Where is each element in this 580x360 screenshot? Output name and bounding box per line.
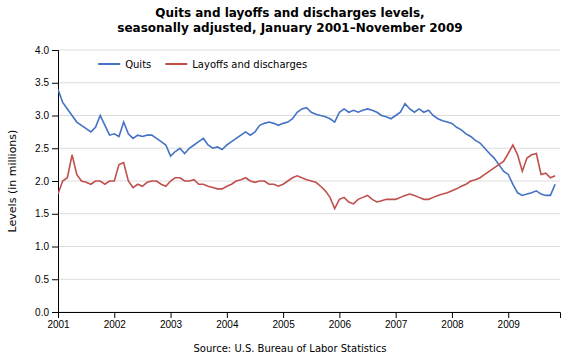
y-tick-mark [52,116,58,117]
legend-swatch [98,63,120,65]
legend: Quits Layoffs and discharges [95,57,310,72]
grid-line [58,246,560,247]
y-tick-mark [52,181,58,182]
x-tick-label: 2006 [329,319,352,330]
y-axis-line [52,51,59,313]
x-tick-label: 2005 [272,319,295,330]
y-tick-label: 0.0 [35,307,49,318]
y-tick-label: 4.0 [35,45,49,56]
x-axis-line [59,313,561,319]
lines [58,89,555,208]
grid-line [58,115,560,116]
x-tick: 2006 [329,312,352,330]
x-axis: 2001 2002 2003 2004 2005 2006 2007 2008 2009 [47,312,560,330]
series-line [58,145,555,209]
y-tick-label: 0.5 [35,274,49,285]
y-tick-label: 2.0 [35,176,49,187]
legend-swatch [165,63,187,65]
x-tick: 2008 [441,312,464,330]
x-tick-mark [508,312,509,318]
y-tick: 4.0 [35,45,58,56]
y-tick-label: 3.5 [35,77,49,88]
chart: 0.00.51.01.52.02.53.03.54.02001200220032… [0,0,580,360]
title: Quits and layoffs and discharges levels,… [117,6,462,35]
x-tick-mark [452,312,453,318]
x-tick-mark [58,312,59,318]
y-tick: 3.0 [35,110,58,121]
x-tick-mark [227,312,228,318]
x-tick: 2003 [160,312,183,330]
x-tick-mark [114,312,115,318]
legend-background [95,57,310,72]
y-tick: 1.5 [35,208,58,219]
grid-line [58,279,560,280]
legend-item: Layoffs and discharges [165,59,307,70]
grid [58,50,560,312]
x-tick: 2007 [385,312,408,330]
x-tick-mark [396,312,397,318]
title-line: Quits and layoffs and discharges levels, [155,6,424,20]
y-axis: 0.0 0.5 1.0 1.5 2.0 2.5 3.0 3.5 4.0 [35,45,58,318]
y-axis-title: Levels (in millions) [6,130,19,233]
y-tick-label: 1.5 [35,208,49,219]
y-tick-mark [52,247,58,248]
grid-line [58,213,560,214]
x-tick-label: 2004 [216,319,239,330]
y-tick-label: 3.0 [35,110,49,121]
grid-line [58,50,560,51]
y-tick: 3.5 [35,77,58,88]
y-tick-mark [52,279,58,280]
x-tick-label: 2002 [104,319,127,330]
x-tick-label: 2003 [160,319,183,330]
legend-label: Quits [125,59,151,70]
y-tick-label: 1.0 [35,241,49,252]
y-tick: 1.0 [35,241,58,252]
y-tick-mark [52,312,58,313]
source: Source: U.S. Bureau of Labor Statistics [194,343,387,354]
y-tick-mark [52,148,58,149]
y-tick-mark [52,214,58,215]
legend-label: Layoffs and discharges [192,59,307,70]
x-tick-mark [171,312,172,318]
y-tick: 0.5 [35,274,58,285]
x-tick-label: 2001 [47,319,70,330]
legend-item: Quits [98,59,151,70]
grid-line [58,82,560,83]
x-tick: 2005 [272,312,295,330]
x-tick: 2001 [47,312,70,330]
x-tick-mark [283,312,284,318]
x-tick-label: 2009 [498,319,521,330]
y-tick-mark [52,50,58,51]
plot: 0.00.51.01.52.02.53.03.54.02001200220032… [35,45,560,330]
y-tick-label: 2.5 [35,143,49,154]
x-tick: 2002 [104,312,127,330]
y-tick: 2.0 [35,176,58,187]
x-tick: 2009 [498,312,521,330]
title-line: seasonally adjusted, January 2001–Novemb… [117,21,462,35]
x-tick-label: 2007 [385,319,408,330]
y-tick: 2.5 [35,143,58,154]
y-tick: 0.0 [35,307,58,318]
x-tick: 2004 [216,312,239,330]
x-tick-label: 2008 [441,319,464,330]
y-tick-mark [52,83,58,84]
x-tick-mark [339,312,340,318]
